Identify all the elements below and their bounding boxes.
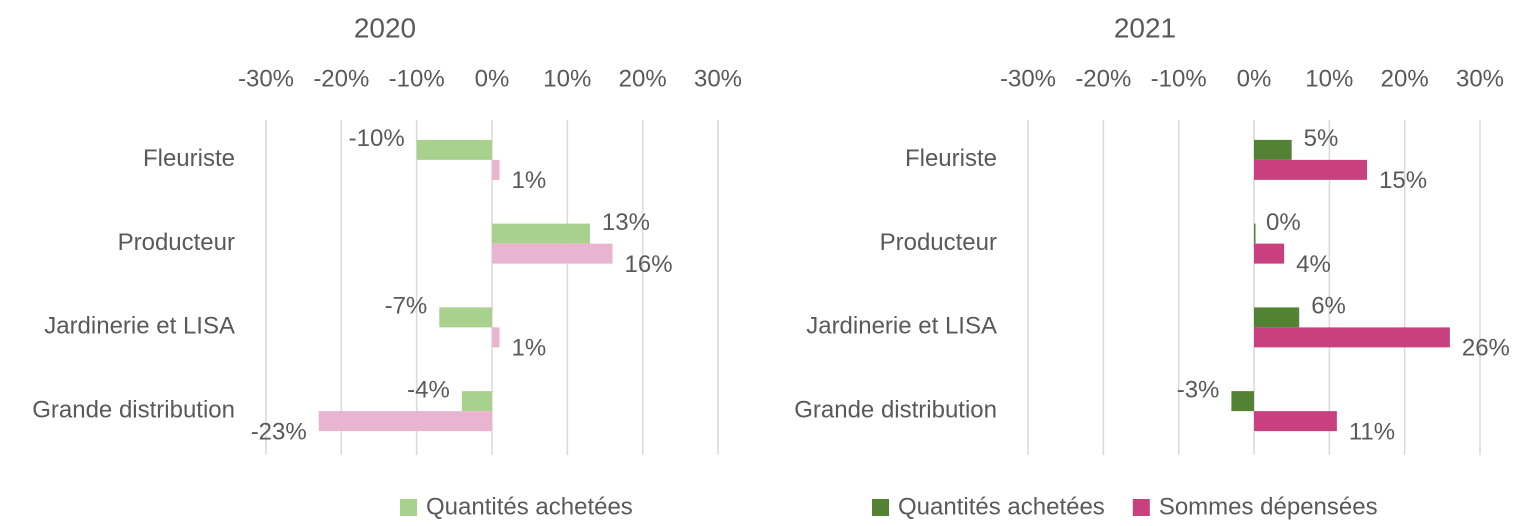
bar xyxy=(1254,411,1337,432)
category-label: Producteur xyxy=(118,229,235,256)
category-label: Fleuriste xyxy=(143,145,235,172)
bar xyxy=(492,159,500,180)
data-label: 13% xyxy=(602,209,650,236)
x-tick-label: 30% xyxy=(1456,65,1504,92)
x-tick-label: -30% xyxy=(1000,65,1056,92)
chart-title: 2021 xyxy=(1114,12,1176,43)
data-label: 6% xyxy=(1311,293,1346,320)
x-tick-label: -20% xyxy=(1075,65,1131,92)
x-tick-label: 0% xyxy=(475,65,510,92)
category-label: Jardinerie et LISA xyxy=(44,313,235,340)
chart-title: 2020 xyxy=(354,12,416,43)
x-tick-label: -10% xyxy=(1151,65,1207,92)
data-label: 0% xyxy=(1266,209,1301,236)
data-label: 4% xyxy=(1296,251,1331,278)
x-tick-label: -10% xyxy=(389,65,445,92)
x-tick-label: -30% xyxy=(238,65,294,92)
bar xyxy=(1254,307,1300,328)
x-tick-label: -20% xyxy=(313,65,369,92)
category-label: Fleuriste xyxy=(905,145,997,172)
data-label: -10% xyxy=(349,125,405,152)
data-label: 16% xyxy=(625,251,673,278)
bar xyxy=(492,327,500,348)
bar xyxy=(416,139,492,160)
data-label: -3% xyxy=(1177,376,1220,403)
bar xyxy=(1254,139,1292,160)
bar xyxy=(492,243,613,264)
bar xyxy=(1254,327,1450,348)
legend-swatch xyxy=(400,499,417,516)
data-label: 1% xyxy=(512,335,547,362)
legend-label: Quantités achetées xyxy=(898,493,1105,520)
legend-label: Sommes dépensées xyxy=(1159,493,1378,520)
bar xyxy=(1254,243,1285,264)
x-tick-label: 30% xyxy=(694,65,742,92)
bar xyxy=(461,391,492,412)
x-tick-label: 10% xyxy=(1305,65,1353,92)
category-label: Producteur xyxy=(880,229,997,256)
category-label: Jardinerie et LISA xyxy=(806,313,997,340)
data-label: 15% xyxy=(1379,167,1427,194)
data-label: -4% xyxy=(407,376,450,403)
category-label: Grande distribution xyxy=(794,396,997,423)
bar xyxy=(318,411,492,432)
category-label: Grande distribution xyxy=(32,396,235,423)
legend-swatch xyxy=(872,499,889,516)
bar xyxy=(439,307,492,328)
x-tick-label: 0% xyxy=(1237,65,1272,92)
x-tick-label: 20% xyxy=(619,65,667,92)
data-label: 26% xyxy=(1462,335,1510,362)
data-label: 11% xyxy=(1349,418,1395,445)
data-label: -7% xyxy=(385,293,428,320)
x-tick-label: 10% xyxy=(543,65,591,92)
bar xyxy=(1254,159,1367,180)
bar xyxy=(492,223,590,244)
data-label: 1% xyxy=(512,167,547,194)
legend-swatch xyxy=(1132,499,1150,516)
data-label: -23% xyxy=(251,418,307,445)
bar xyxy=(1254,223,1256,244)
x-tick-label: 20% xyxy=(1381,65,1429,92)
legend-label: Quantités achetées xyxy=(426,493,633,520)
bar xyxy=(1231,391,1254,412)
data-label: 5% xyxy=(1304,125,1339,152)
